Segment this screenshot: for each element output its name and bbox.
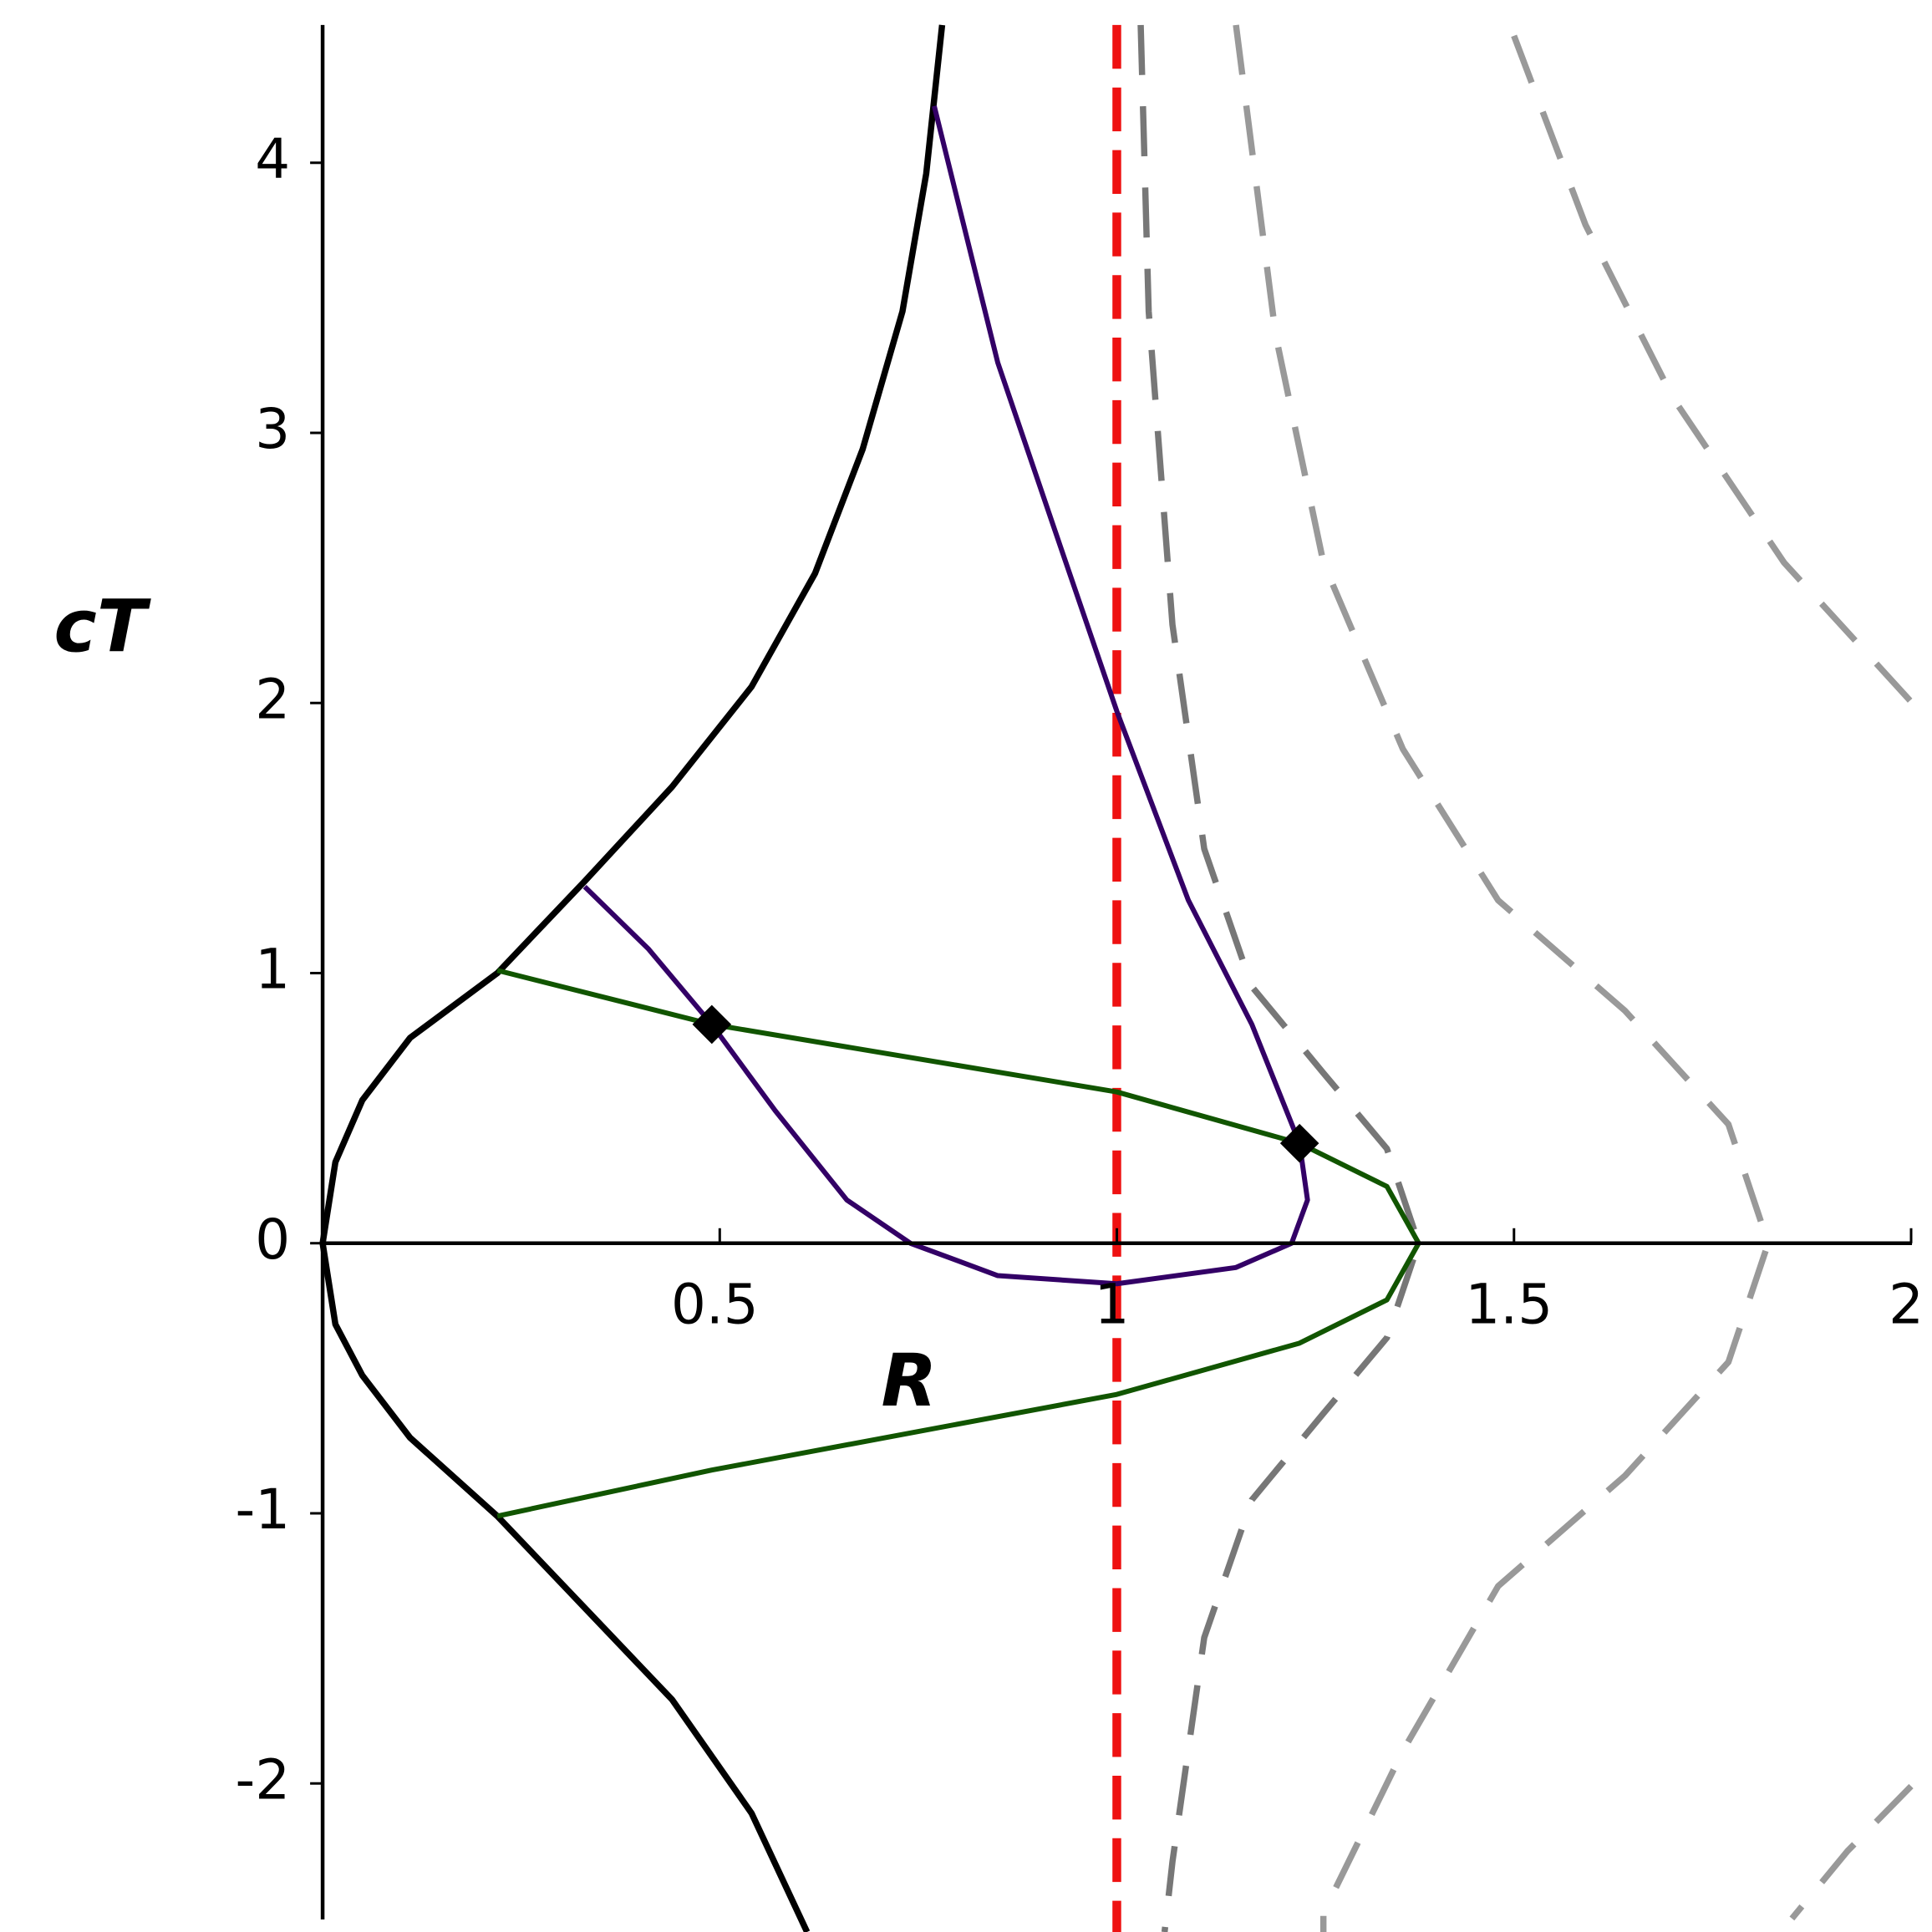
y-tick-label: 4	[255, 127, 290, 191]
x-tick-label: 1	[1095, 1273, 1130, 1337]
y-tick-label: 3	[255, 397, 290, 461]
y-tick-label: -1	[236, 1477, 291, 1542]
x-tick-label: 0.5	[671, 1273, 759, 1337]
x-tick-label: 1.5	[1465, 1273, 1553, 1337]
y-tick-label: 1	[255, 938, 290, 1002]
x-axis-title: R	[881, 1339, 937, 1423]
y-axis-title: cT	[53, 585, 150, 669]
marker	[1279, 1123, 1319, 1163]
curve	[1511, 34, 1929, 1921]
y-tick-label: 0	[255, 1208, 290, 1272]
curve	[582, 105, 1310, 1287]
y-tick-label: -2	[236, 1747, 291, 1812]
curve	[1233, 24, 1772, 1932]
y-tick-label: 2	[255, 667, 290, 731]
curve	[319, 24, 946, 1932]
curve	[1137, 24, 1422, 1932]
x-tick-label: 2	[1889, 1273, 1924, 1337]
